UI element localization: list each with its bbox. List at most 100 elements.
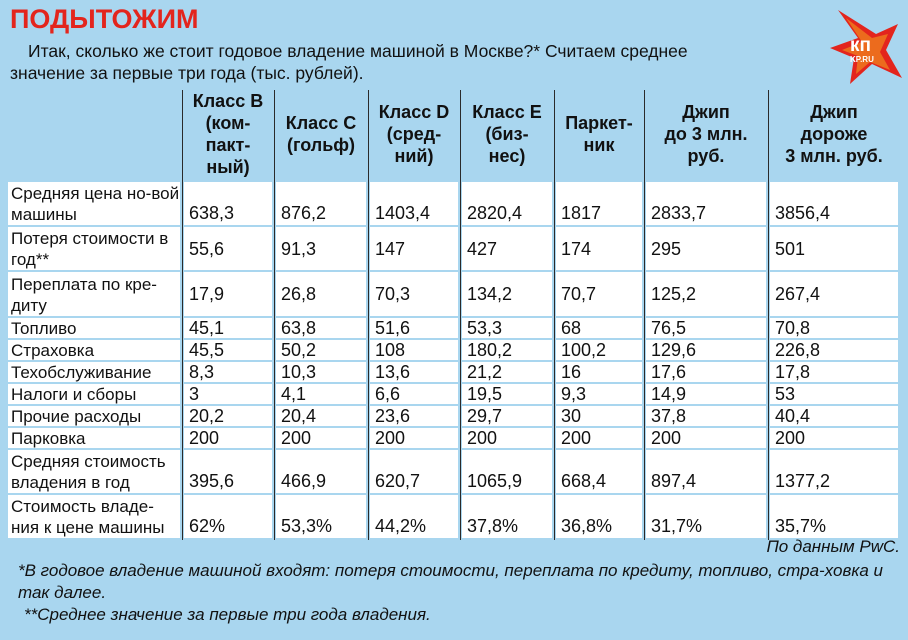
table-cell: 8,3 [184, 362, 272, 382]
intro-text: Итак, сколько же стоит годовое владение … [10, 40, 810, 84]
table-cell: 30 [556, 406, 642, 426]
column-header: Класс В (ком- пакт- ный) [192, 91, 264, 177]
table-cell: 53,3% [276, 495, 366, 538]
table-cell: 134,2 [462, 272, 552, 316]
table-cell: 44,2% [370, 495, 458, 538]
column-divider [274, 90, 275, 540]
table-cell: 53,3 [462, 318, 552, 338]
column-header: Класс С (гольф) [285, 113, 357, 155]
row-label: Средняя цена но-вой машины [8, 182, 180, 225]
table-cell: 31,7% [646, 495, 766, 538]
table-cell: 2820,4 [462, 182, 552, 225]
table-cell: 70,7 [556, 272, 642, 316]
table-cell: 14,9 [646, 384, 766, 404]
column-header: Класс D (сред- ний) [378, 102, 450, 166]
table-cell: 19,5 [462, 384, 552, 404]
row-label: Стоимость владе-ния к цене машины [8, 495, 180, 538]
table-cell: 200 [184, 428, 272, 448]
table-cell: 68 [556, 318, 642, 338]
table-cell: 62% [184, 495, 272, 538]
table-cell: 200 [556, 428, 642, 448]
table-cell: 174 [556, 227, 642, 270]
table-cell: 20,4 [276, 406, 366, 426]
table-cell: 295 [646, 227, 766, 270]
table-cell: 638,3 [184, 182, 272, 225]
column-header: Джип дороже 3 млн. руб. [785, 102, 883, 166]
table-cell: 200 [462, 428, 552, 448]
table-cell: 55,6 [184, 227, 272, 270]
row-label: Налоги и сборы [8, 384, 180, 404]
table-cell: 40,4 [770, 406, 898, 426]
table-cell: 395,6 [184, 450, 272, 493]
table-cell: 76,5 [646, 318, 766, 338]
table-cell: 70,3 [370, 272, 458, 316]
table-cell: 63,8 [276, 318, 366, 338]
table-cell: 200 [646, 428, 766, 448]
row-label: Потеря стоимости в год** [8, 227, 180, 270]
table-cell: 17,8 [770, 362, 898, 382]
table-cell: 70,8 [770, 318, 898, 338]
table-cell: 129,6 [646, 340, 766, 360]
table-cell: 1817 [556, 182, 642, 225]
table-cell: 29,7 [462, 406, 552, 426]
column-divider [768, 90, 769, 540]
table-cell: 17,9 [184, 272, 272, 316]
table-cell: 50,2 [276, 340, 366, 360]
table-cell: 45,1 [184, 318, 272, 338]
logo-subtext: KP.RU [850, 55, 874, 64]
table-cell: 51,6 [370, 318, 458, 338]
table-cell: 91,3 [276, 227, 366, 270]
table-cell: 200 [370, 428, 458, 448]
table-cell: 35,7% [770, 495, 898, 538]
row-label: Парковка [8, 428, 180, 448]
table-cell: 37,8 [646, 406, 766, 426]
table-cell: 6,6 [370, 384, 458, 404]
table-cell: 200 [770, 428, 898, 448]
footnote-2: **Среднее значение за первые три года вл… [24, 605, 431, 624]
table-cell: 897,4 [646, 450, 766, 493]
column-header: Класс Е (биз- нес) [472, 102, 542, 166]
row-label: Техобслуживание [8, 362, 180, 382]
table-cell: 226,8 [770, 340, 898, 360]
table-cell: 200 [276, 428, 366, 448]
row-label: Страховка [8, 340, 180, 360]
table-cell: 100,2 [556, 340, 642, 360]
table-cell: 53 [770, 384, 898, 404]
column-header: Паркет- ник [565, 113, 633, 155]
kp-logo-icon: кп KP.RU [830, 10, 902, 84]
table-cell: 1065,9 [462, 450, 552, 493]
table-cell: 466,9 [276, 450, 366, 493]
table-cell: 4,1 [276, 384, 366, 404]
table-cell: 3856,4 [770, 182, 898, 225]
table-cell: 36,8% [556, 495, 642, 538]
footnote-1: *В годовое владение машиной входят: поте… [18, 561, 883, 602]
intro-line-1: Итак, сколько же стоит годовое владение … [28, 41, 688, 61]
row-label: Переплата по кре-диту [8, 272, 180, 316]
table-cell: 1377,2 [770, 450, 898, 493]
table-cell: 10,3 [276, 362, 366, 382]
table-cell: 21,2 [462, 362, 552, 382]
table-cell: 108 [370, 340, 458, 360]
table-cell: 2833,7 [646, 182, 766, 225]
table-cell: 37,8% [462, 495, 552, 538]
logo-text: кп [850, 35, 871, 56]
table-cell: 16 [556, 362, 642, 382]
table-cell: 45,5 [184, 340, 272, 360]
row-label: Топливо [8, 318, 180, 338]
table-cell: 13,6 [370, 362, 458, 382]
column-divider [368, 90, 369, 540]
table-cell: 427 [462, 227, 552, 270]
table-cell: 668,4 [556, 450, 642, 493]
table-cell: 876,2 [276, 182, 366, 225]
column-divider [644, 90, 645, 540]
table-cell: 9,3 [556, 384, 642, 404]
column-divider [554, 90, 555, 540]
table-cell: 23,6 [370, 406, 458, 426]
row-label: Средняя стоимость владения в год [8, 450, 180, 493]
table-cell: 17,6 [646, 362, 766, 382]
column-header: Джип до 3 млн. руб. [664, 102, 748, 166]
table-cell: 26,8 [276, 272, 366, 316]
table-cell: 267,4 [770, 272, 898, 316]
table-cell: 20,2 [184, 406, 272, 426]
table-cell: 620,7 [370, 450, 458, 493]
